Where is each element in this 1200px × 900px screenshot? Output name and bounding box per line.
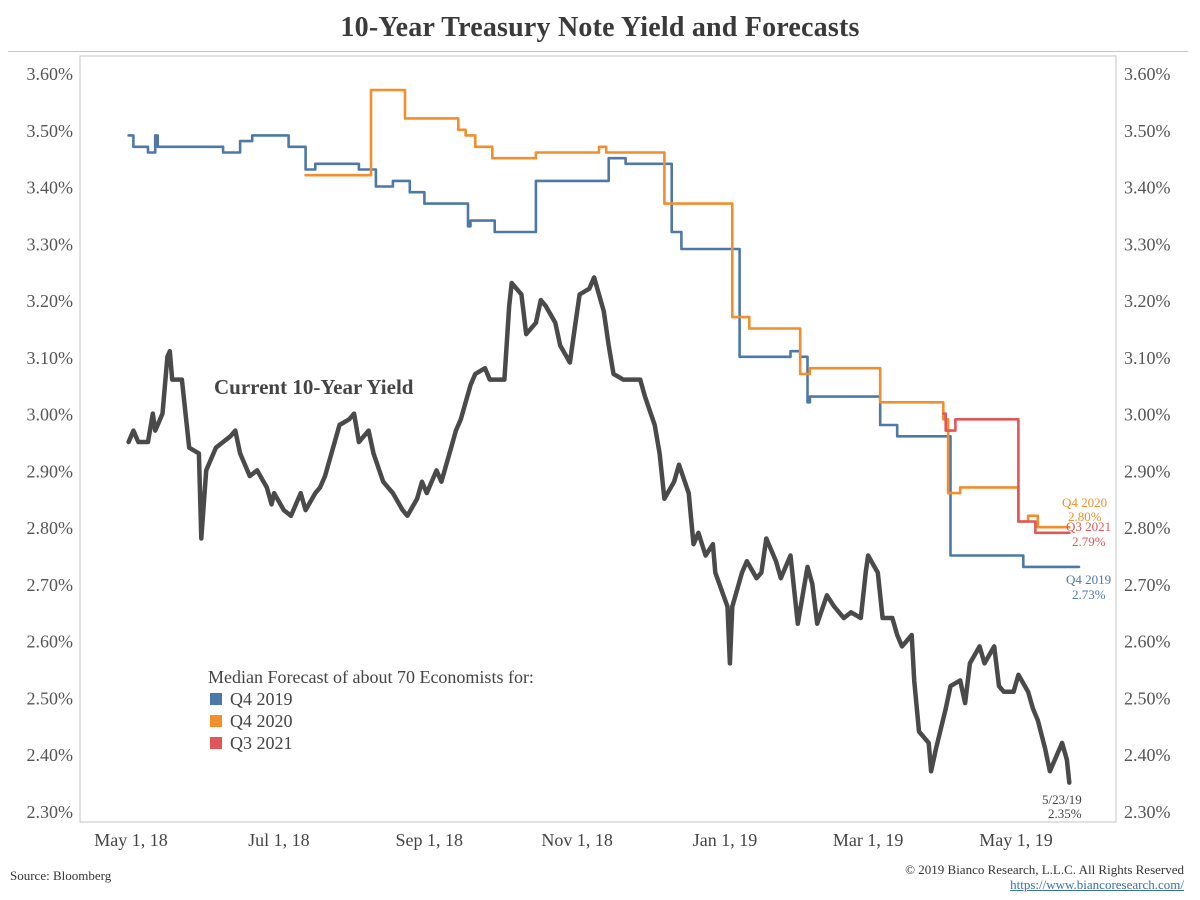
copyright-text: © 2019 Bianco Research, L.L.C. All Right… [905,862,1184,877]
series-line-current [126,275,1072,785]
x-tick: Sep 1, 18 [395,830,463,850]
y-tick-right: 2.90% [1124,461,1171,481]
y-axis-left: 3.60% 3.50% 3.40% 3.30% 3.20% 3.10% 3.00% 2.90%… [27,64,74,822]
y-tick-right: 2.50% [1124,688,1171,708]
x-tick: Nov 1, 18 [541,830,613,850]
q4-2019-end-value: 2.73% [1072,587,1106,602]
y-tick-right: 3.20% [1124,291,1171,311]
series-line-q3-2021 [942,412,1071,535]
y-tick-right: 3.10% [1124,348,1171,368]
y-tick-left: 2.40% [27,745,74,765]
y-tick-right: 2.30% [1124,802,1171,822]
plot-frame [79,55,1117,823]
y-tick-right: 2.80% [1124,518,1171,538]
legend-swatch-q4-2020 [210,715,222,727]
y-tick-right: 3.40% [1124,178,1171,198]
y-tick-left: 3.40% [27,178,74,198]
y-tick-left: 2.60% [27,632,74,652]
website-link[interactable]: https://www.biancoresearch.com/ [1010,877,1184,892]
legend-label-q4-2020: Q4 2020 [230,711,293,731]
series-line-q4-2019 [127,134,1081,569]
x-tick: Jan 1, 19 [693,830,758,850]
y-tick-right: 2.70% [1124,575,1171,595]
y-tick-right: 3.50% [1124,121,1171,141]
y-tick-left: 2.80% [27,518,74,538]
y-tick-left: 2.50% [27,688,74,708]
legend: Median Forecast of about 70 Economists f… [208,666,534,754]
legend-item-q4-2020: Q4 2020 [208,710,534,732]
y-axis-right: 3.60% 3.50% 3.40% 3.30% 3.20% 3.10% 3.00% 2.90%… [1124,64,1171,822]
y-tick-right: 2.40% [1124,745,1171,765]
q3-2021-end-label: Q3 2021 [1066,519,1111,534]
q4-2020-end-value: 2.80% [1068,509,1102,524]
y-tick-left: 2.30% [27,802,74,822]
legend-heading: Median Forecast of about 70 Economists f… [208,667,534,687]
legend-swatch-q4-2019 [210,693,222,705]
legend-item-q4-2019: Q4 2019 [208,688,534,710]
title-divider [8,51,1188,52]
last-date-label: 5/23/19 [1042,792,1082,807]
chart-title: 10-Year Treasury Note Yield and Forecast… [340,12,860,43]
x-tick: May 1, 18 [94,830,168,850]
source-note: Source: Bloomberg [10,868,112,883]
x-axis: May 1, 18 Jul 1, 18 Sep 1, 18 Nov 1, 18 Jan … [94,830,1053,850]
legend-label-q4-2019: Q4 2019 [230,689,293,709]
series-layer [126,88,1081,785]
y-tick-left: 3.00% [27,405,74,425]
x-tick: Mar 1, 19 [833,830,904,850]
current-yield-label: Current 10-Year Yield [214,375,414,399]
q4-2020-end-label: Q4 2020 [1062,495,1107,510]
y-tick-left: 2.90% [27,461,74,481]
y-tick-left: 3.10% [27,348,74,368]
y-tick-left: 3.30% [27,234,74,254]
legend-label-q3-2021: Q3 2021 [230,733,293,753]
q4-2019-end-label: Q4 2019 [1066,572,1111,587]
y-tick-right: 2.60% [1124,632,1171,652]
q3-2021-end-value: 2.79% [1072,534,1106,549]
legend-item-q3-2021: Q3 2021 [208,732,534,754]
legend-swatch-q3-2021 [210,737,222,749]
copyright-block: © 2019 Bianco Research, L.L.C. All Right… [905,862,1184,892]
y-tick-right: 3.00% [1124,405,1171,425]
y-tick-right: 3.60% [1124,64,1171,84]
y-tick-left: 3.50% [27,121,74,141]
x-tick: May 1, 19 [979,830,1053,850]
last-value-label: 2.35% [1048,806,1082,821]
y-tick-right: 3.30% [1124,234,1171,254]
y-tick-left: 2.70% [27,575,74,595]
series-line-q4-2020 [304,88,1071,529]
y-tick-left: 3.60% [27,64,74,84]
y-tick-left: 3.20% [27,291,74,311]
x-tick: Jul 1, 18 [248,830,310,850]
